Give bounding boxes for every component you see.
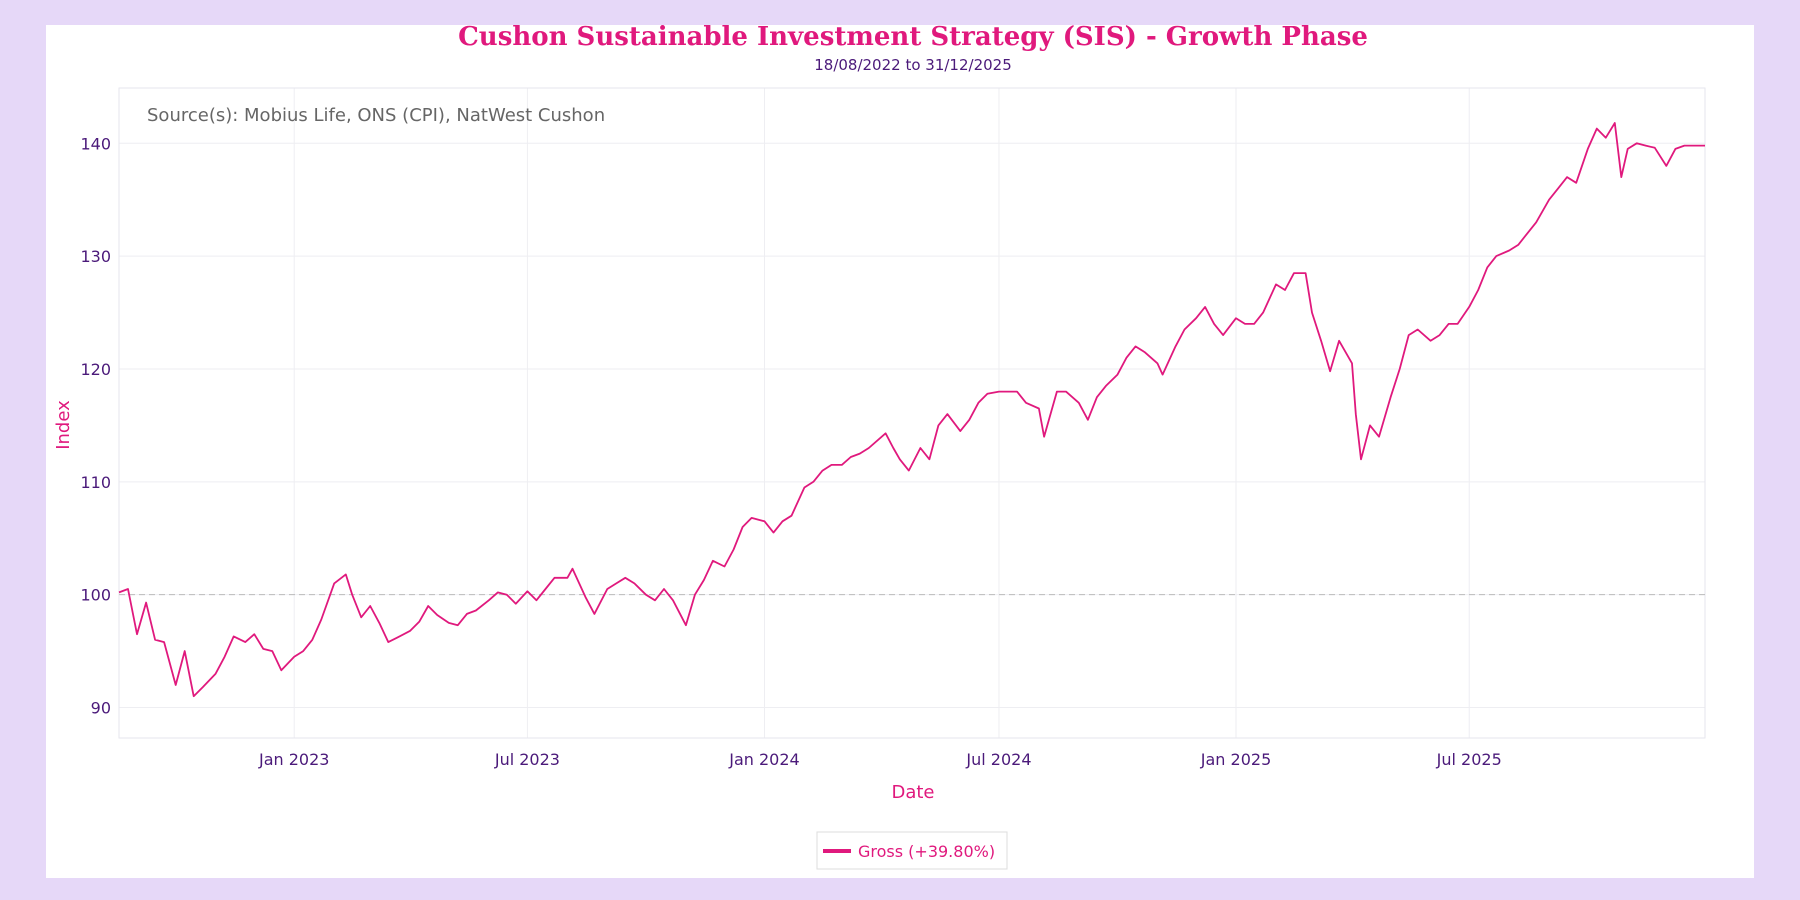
- x-tick-label: Jan 2025: [1200, 750, 1271, 769]
- y-axis-ticks: 90 100 110 120 130 140: [80, 134, 111, 717]
- legend-item-gross[interactable]: Gross (+39.80%): [858, 842, 995, 861]
- x-tick-label: Jan 2024: [728, 750, 799, 769]
- legend[interactable]: Gross (+39.80%): [816, 831, 1008, 870]
- plot-area: [118, 87, 1706, 739]
- source-annotation: Source(s): Mobius Life, ONS (CPI), NatWe…: [147, 105, 605, 126]
- x-tick-label: Jul 2025: [1436, 750, 1502, 769]
- x-tick-label: Jul 2023: [494, 750, 560, 769]
- x-tick-label: Jul 2024: [965, 750, 1031, 769]
- series-line-gross: [118, 122, 1705, 698]
- x-axis-label: Date: [891, 782, 934, 803]
- chart-subtitle: 18/08/2022 to 31/12/2025: [814, 56, 1012, 74]
- y-tick-label: 120: [80, 360, 111, 379]
- x-tick-label: Jan 2023: [258, 750, 329, 769]
- y-axis-label: Index: [53, 400, 74, 450]
- y-tick-label: 130: [80, 247, 111, 266]
- y-tick-label: 110: [80, 473, 111, 492]
- grid: [119, 88, 1705, 738]
- chart-title: Cushon Sustainable Investment Strategy (…: [458, 22, 1368, 52]
- y-tick-label: 90: [91, 699, 111, 718]
- x-axis-ticks: Jan 2023 Jul 2023 Jan 2024 Jul 2024 Jan 2025…: [258, 750, 1502, 769]
- y-tick-label: 140: [80, 134, 111, 153]
- y-tick-label: 100: [80, 586, 111, 605]
